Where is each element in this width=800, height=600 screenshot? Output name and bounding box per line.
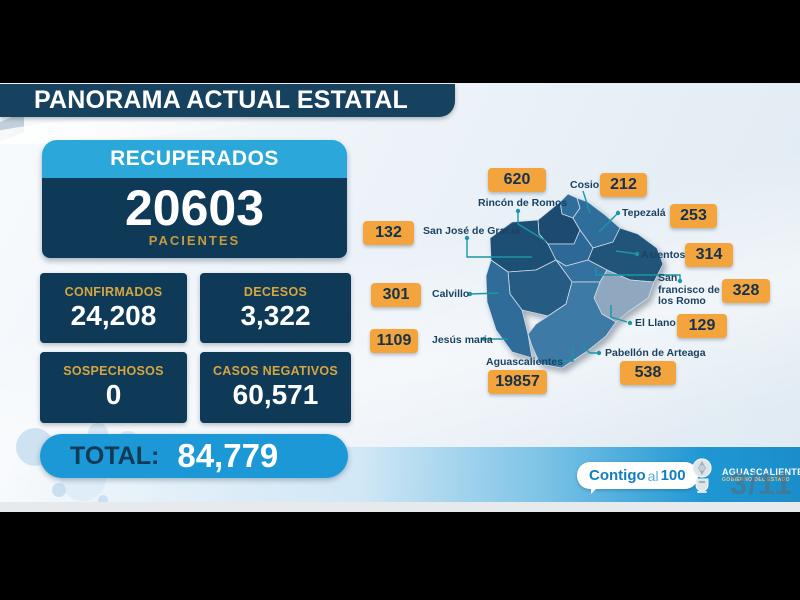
- brand-text: 100: [660, 467, 686, 484]
- confirmed-label: CONFIRMADOS: [64, 284, 163, 299]
- label-san-jose-de-gracia: San José de Gracia: [423, 225, 520, 237]
- label-rincon-de-romos: Rincón de Romos: [478, 197, 568, 209]
- total-label: TOTAL:: [70, 441, 160, 470]
- label-san-francisco-de-los-romo: San francisco de los Romo: [658, 272, 720, 308]
- connector-dots: [464, 208, 683, 364]
- badge-el-llano: 129: [677, 314, 727, 338]
- state-seal-icon: [692, 458, 712, 493]
- label-jesus-maria: Jesús maria: [432, 334, 493, 346]
- contigo-al-100-logo: Contigo al 100: [577, 462, 698, 494]
- recovered-value: 20603: [124, 180, 265, 236]
- badge-san-jose-de-gracia: 132: [363, 221, 414, 245]
- bottom-strip: [0, 502, 800, 512]
- page-title: PANORAMA ACTUAL ESTATAL: [0, 84, 455, 117]
- badge-asientos: 314: [685, 243, 733, 267]
- recovered-body: 20603 PACIENTES: [42, 178, 347, 258]
- recovered-unit: PACIENTES: [148, 233, 241, 248]
- recovered-label: RECUPERADOS: [42, 140, 347, 178]
- deaths-label: DECESOS: [243, 284, 308, 299]
- badge-jesus-maria: 1109: [370, 329, 418, 353]
- label-pabellon-de-arteaga: Pabellón de Arteaga: [605, 347, 706, 359]
- map-connectors: [466, 190, 681, 362]
- badge-pabellon-de-arteaga: 538: [620, 361, 676, 385]
- recovered-card: RECUPERADOS 20603 PACIENTES: [42, 140, 347, 258]
- label-calvillo: Calvillo: [432, 288, 470, 300]
- region-aguascalientes: [527, 281, 617, 369]
- badge-tepezala: 253: [670, 204, 717, 228]
- badge-calvillo: 301: [371, 283, 421, 307]
- label-asientos: Asientos: [641, 249, 686, 261]
- dashboard-slide: PANORAMA ACTUAL ESTATAL RECUPERADOS 2060…: [0, 83, 800, 512]
- negative-cases-card: CASOS NEGATIVOS 60,571: [200, 352, 351, 423]
- suspected-value: 0: [105, 379, 122, 410]
- badge-san-francisco-de-los-romo: 328: [722, 279, 770, 303]
- deaths-value: 3,322: [240, 299, 311, 331]
- label-el-llano: El Llano: [635, 317, 676, 329]
- deaths-card: DECESOS 3,322: [200, 273, 351, 343]
- brand-text: al: [647, 467, 659, 484]
- label-cosio: Cosio: [570, 179, 600, 191]
- confirmed-value: 24,208: [70, 299, 157, 331]
- suspected-card: SOSPECHOSOS 0: [40, 352, 187, 423]
- label-aguascalientes: Aguascalientes: [486, 356, 564, 368]
- suspected-label: SOSPECHOSOS: [63, 364, 164, 378]
- page-indicator: 3/11: [730, 466, 793, 501]
- total-value: 84,779: [177, 437, 279, 474]
- brand-text: Contigo: [589, 467, 646, 484]
- map-svg: [464, 190, 683, 369]
- total-pill: TOTAL: 84,779: [40, 434, 348, 478]
- confirmed-card: CONFIRMADOS 24,208: [40, 273, 187, 343]
- letterbox-bottom: [0, 512, 800, 600]
- negative-cases-value: 60,571: [232, 379, 319, 410]
- badge-aguascalientes: 19857: [488, 370, 547, 394]
- badge-cosio: 212: [600, 173, 647, 197]
- aguascalientes-map: 620 212 253 132 314 301 328 129 1109 198…: [360, 158, 795, 408]
- label-tepezala: Tepezalá: [622, 207, 666, 219]
- negative-cases-label: CASOS NEGATIVOS: [212, 364, 339, 378]
- badge-rincon-de-romos: 620: [488, 168, 546, 192]
- letterbox-top: [0, 0, 800, 83]
